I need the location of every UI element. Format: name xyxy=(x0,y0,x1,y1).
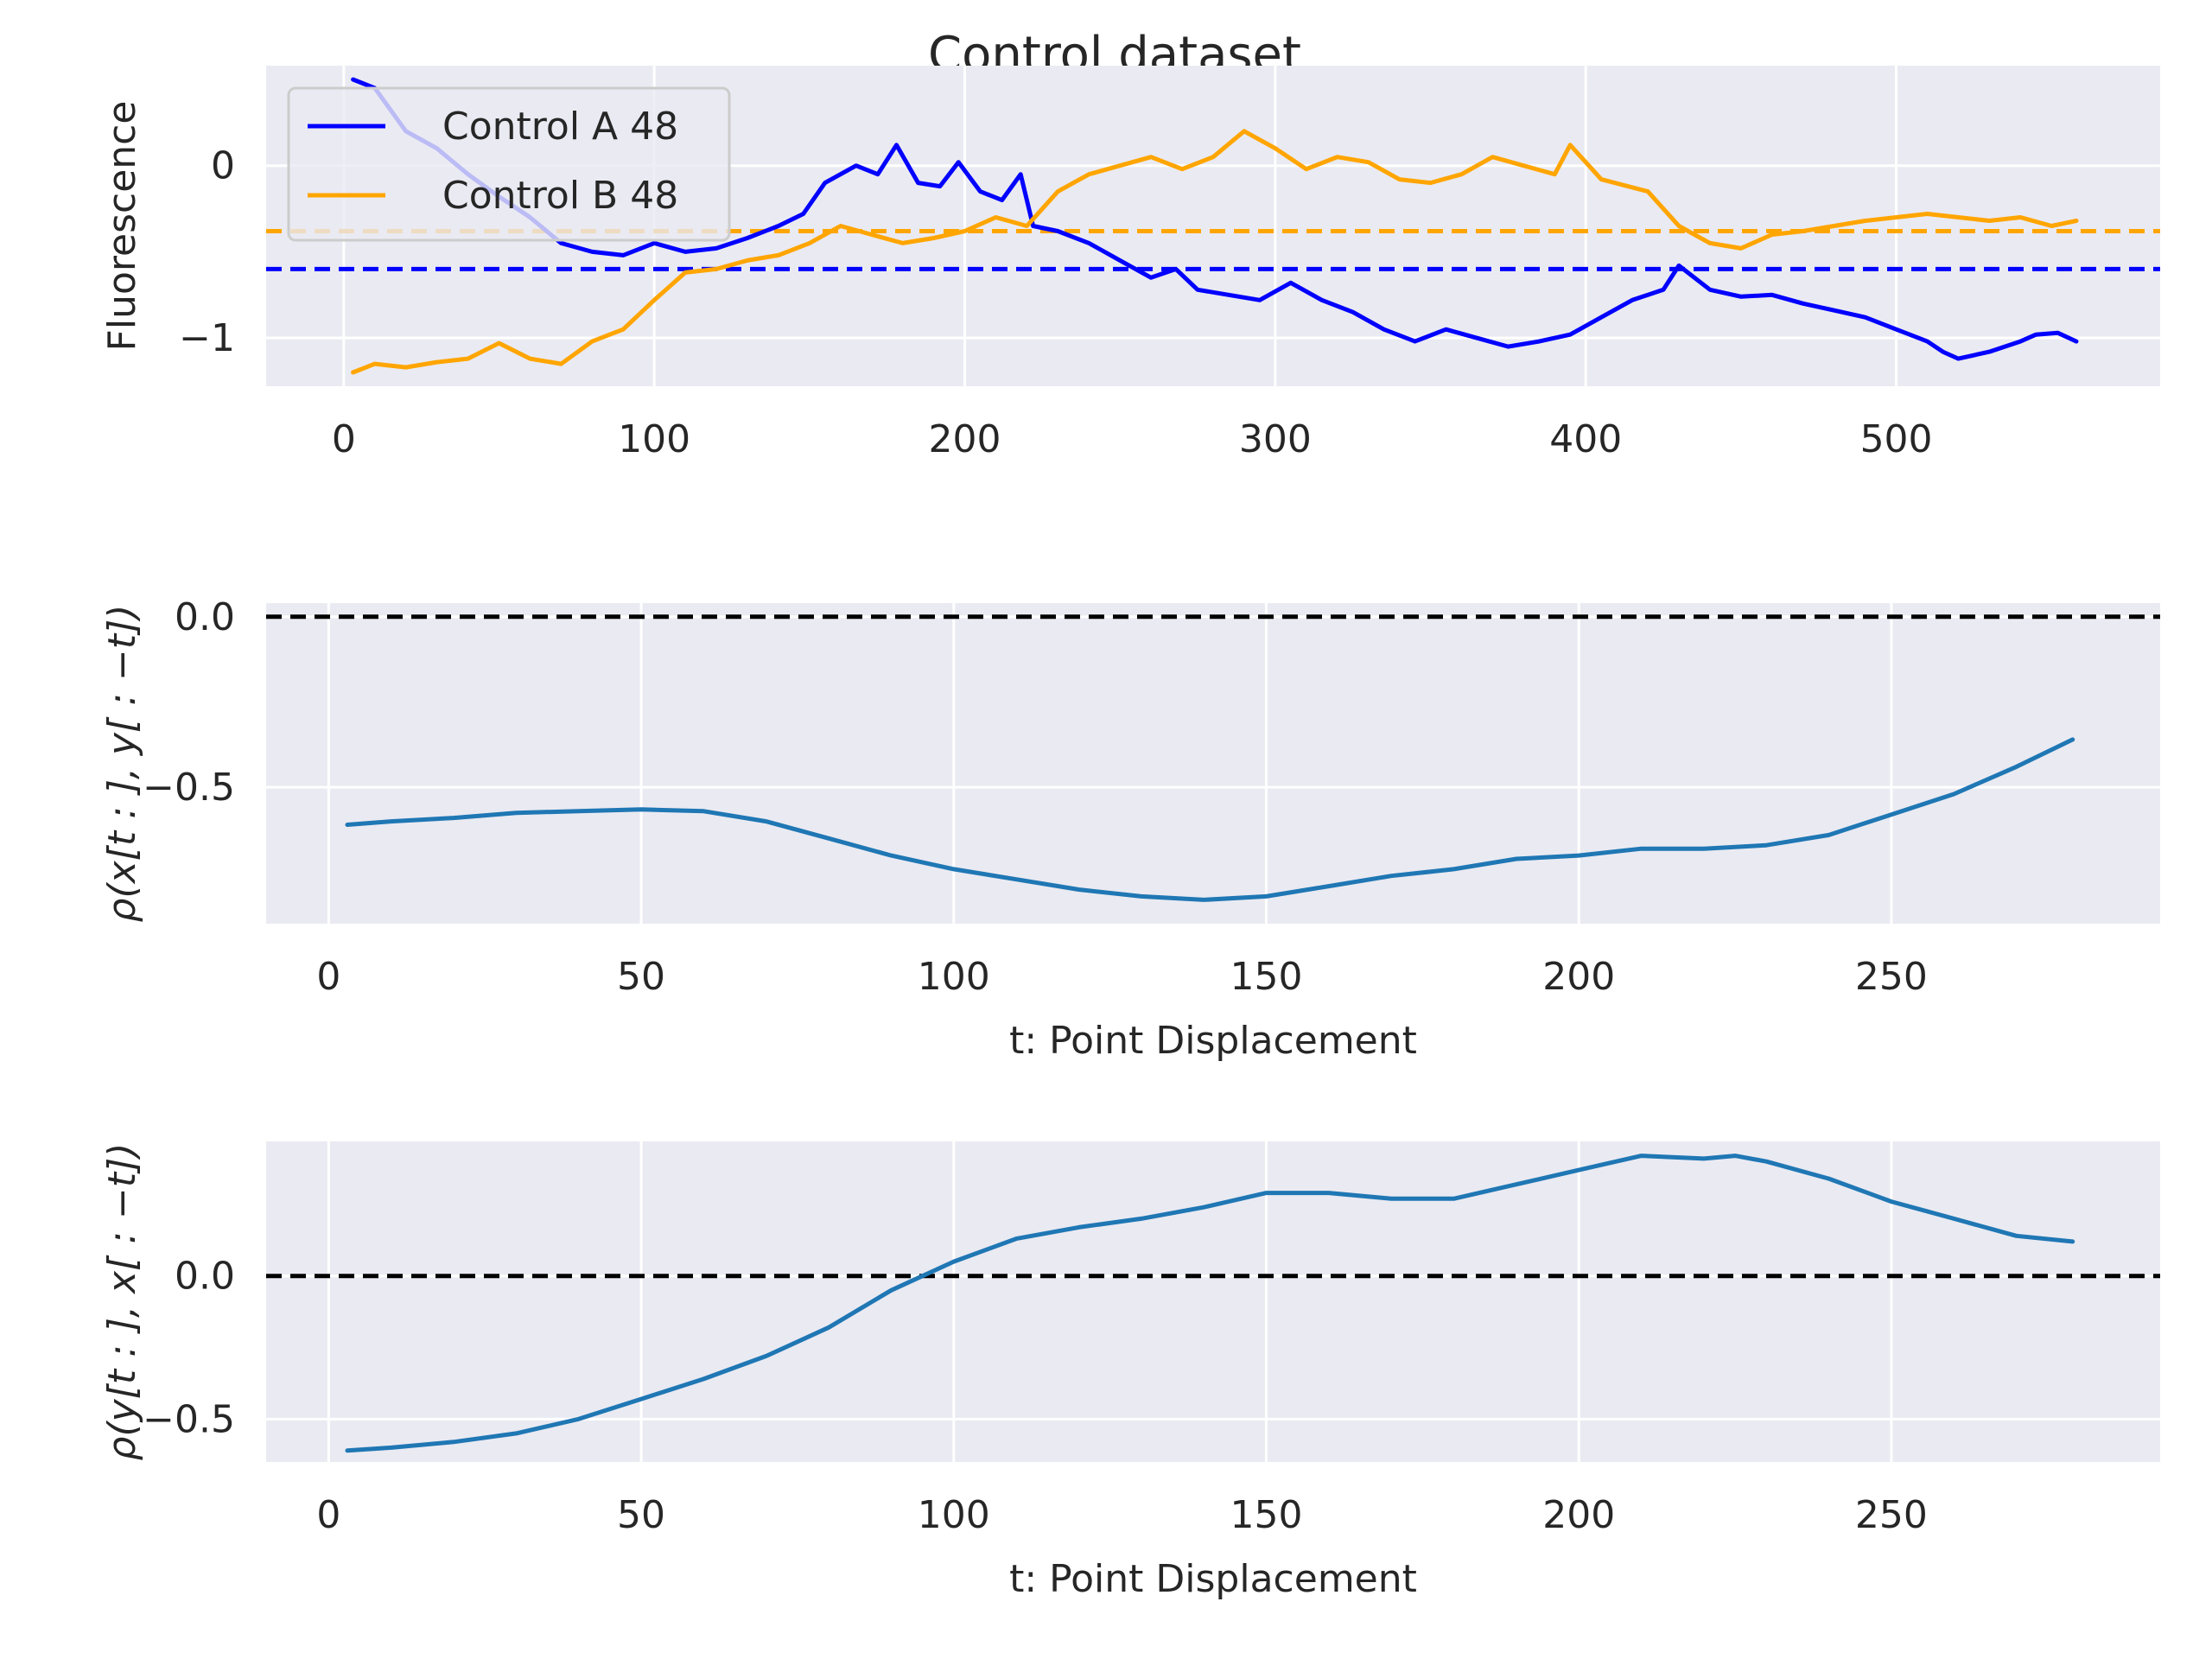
x-tick-label: 50 xyxy=(617,955,665,999)
x-tick-label: 50 xyxy=(617,1493,665,1537)
series-line xyxy=(351,77,2079,361)
legend-entry: Control A 48 xyxy=(442,105,678,149)
y-axis-label: ρ(y[t : ], x[ : −t]) xyxy=(100,1143,144,1461)
y-tick-label: 0.0 xyxy=(175,1255,235,1299)
series-line xyxy=(345,1154,2075,1453)
y-axis-label: ρ(x[t : ], y[ : −t]) xyxy=(100,605,144,923)
x-tick-label: 0 xyxy=(316,1493,340,1537)
x-tick-label: 100 xyxy=(918,955,990,999)
x-tick-label: 100 xyxy=(618,417,690,461)
xy-correlation-panel: 0 50 100 150 200 250 0.0 −0.5 t: Point Displacem… xyxy=(100,595,2160,1063)
x-axis-label: t: Point Displacement xyxy=(1009,1019,1417,1063)
x-tick-label: 250 xyxy=(1855,1493,1928,1537)
x-tick-label: 0 xyxy=(332,417,356,461)
x-tick-label: 250 xyxy=(1855,955,1928,999)
y-tick-label: −0.5 xyxy=(143,1397,235,1441)
plot-area xyxy=(266,603,2160,924)
x-tick-label: 400 xyxy=(1549,417,1622,461)
y-tick-label: −1 xyxy=(179,316,235,360)
y-axis-label: Fluorescence xyxy=(100,101,144,352)
x-tick-label: 150 xyxy=(1230,1493,1302,1537)
fluorescence-panel: 0 100 200 300 400 500 0 −1 Fluorescence Control A… xyxy=(100,66,2160,461)
x-tick-label: 0 xyxy=(316,955,340,999)
y-tick-label: 0.0 xyxy=(175,595,235,639)
x-tick-label: 150 xyxy=(1230,955,1302,999)
series-line xyxy=(351,129,2079,375)
legend-entry: Control B 48 xyxy=(442,174,678,218)
yx-correlation-panel: 0 50 100 150 200 250 0.0 −0.5 t: Point Displacem… xyxy=(100,1141,2160,1601)
x-tick-label: 200 xyxy=(1542,1493,1615,1537)
x-tick-label: 100 xyxy=(918,1493,990,1537)
y-tick-label: 0 xyxy=(211,144,235,188)
x-tick-label: 200 xyxy=(929,417,1001,461)
x-tick-label: 200 xyxy=(1542,955,1615,999)
legend-box xyxy=(287,86,731,242)
plot-area xyxy=(266,1141,2160,1462)
series-line xyxy=(345,737,2075,902)
x-tick-label: 300 xyxy=(1239,417,1312,461)
legend: Control A 48 Control B 48 xyxy=(287,86,731,242)
x-axis-label: t: Point Displacement xyxy=(1009,1557,1417,1601)
x-tick-label: 500 xyxy=(1860,417,1933,461)
y-tick-label: −0.5 xyxy=(143,766,235,810)
